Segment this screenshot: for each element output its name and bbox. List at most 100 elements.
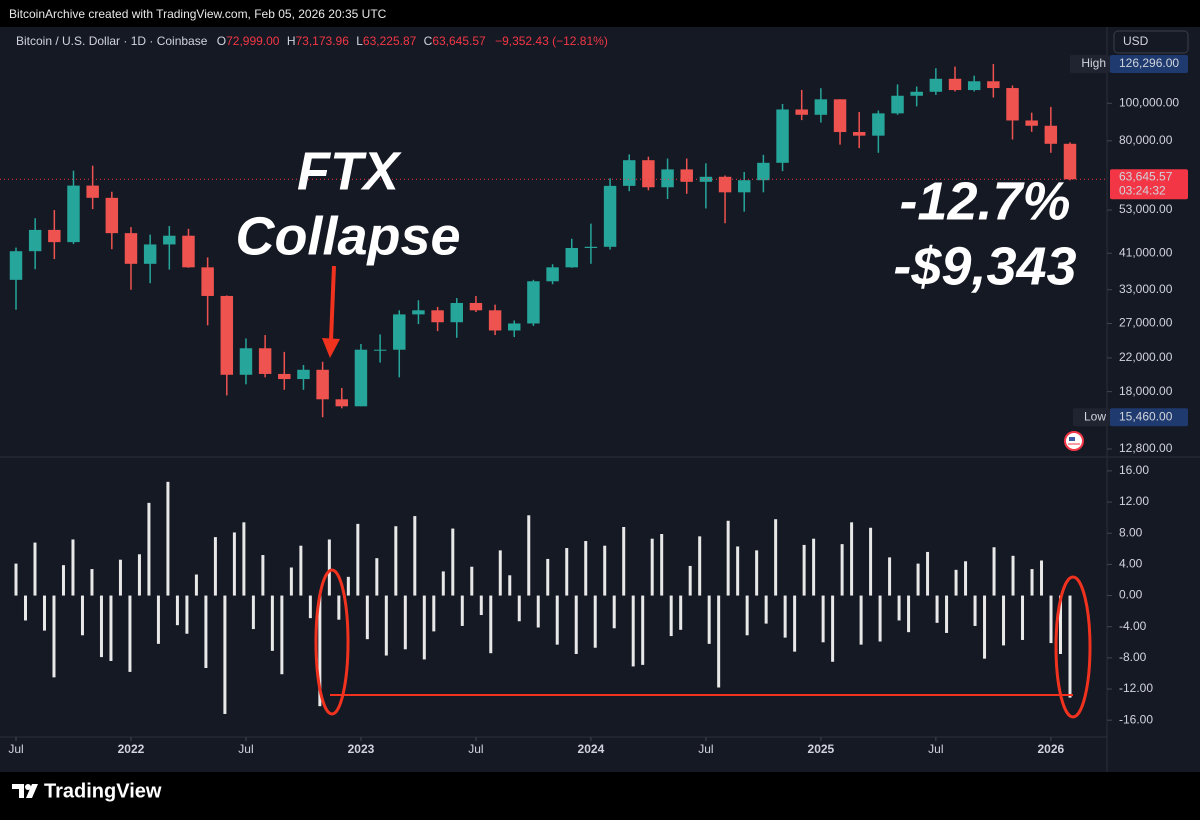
candle-body: [757, 162, 770, 181]
bar: [185, 595, 189, 634]
bar: [394, 526, 398, 596]
bar: [821, 595, 825, 643]
bar: [498, 550, 502, 596]
candle-body: [488, 310, 502, 331]
bar: [983, 595, 987, 659]
candle-body: [335, 399, 349, 407]
bar: [698, 536, 702, 596]
legend-value: 63,645.57: [432, 34, 486, 48]
bar: [1030, 569, 1034, 596]
price-tag: [1110, 55, 1188, 74]
bar: [422, 595, 426, 660]
x-tick-label: 2026: [1037, 742, 1064, 756]
candle-body: [527, 281, 540, 324]
candle-body: [182, 235, 195, 268]
y-tick-label: 16.00: [1119, 463, 1149, 477]
bar: [897, 595, 901, 621]
price-tag-name: Low: [1084, 409, 1106, 423]
candle-body: [737, 180, 751, 193]
bar: [223, 595, 227, 714]
y-tick-label: -8.00: [1119, 650, 1147, 664]
bar: [308, 595, 312, 619]
candle-body: [910, 91, 923, 96]
currency[interactable]: USD: [1123, 34, 1149, 48]
candle-body: [28, 229, 42, 252]
y-tick-label: 12.00: [1119, 494, 1149, 508]
candle-body: [546, 267, 559, 282]
bar: [536, 595, 540, 628]
bar: [508, 575, 512, 596]
candle-body: [67, 185, 80, 243]
candle-body: [201, 267, 214, 296]
price-tag-name-box: [1073, 408, 1110, 427]
arrow-head: [322, 338, 340, 358]
bar: [1040, 560, 1044, 596]
bar: [118, 559, 122, 596]
y-tick-label: -4.00: [1119, 619, 1147, 633]
candle-body: [86, 185, 99, 198]
candle-body: [795, 109, 808, 115]
bar: [707, 595, 711, 644]
candle-body: [143, 244, 157, 264]
y-tick-label: 41,000.00: [1119, 245, 1173, 259]
logo: [12, 784, 38, 798]
bar: [574, 595, 578, 654]
bar: [71, 539, 75, 596]
bar: [242, 522, 246, 596]
candle-body: [680, 169, 693, 182]
candle-body: [450, 302, 463, 323]
highlight: [1054, 575, 1092, 719]
candle-body: [393, 314, 406, 350]
bar: [555, 595, 559, 645]
annotation: Collapse: [235, 206, 460, 266]
legend-key: O: [217, 34, 226, 48]
annotation: -$9,343: [893, 236, 1076, 296]
bar: [1059, 595, 1063, 654]
candle-body: [948, 78, 962, 91]
bar: [783, 595, 787, 638]
bar: [451, 528, 455, 596]
bar: [888, 557, 892, 596]
bar: [964, 561, 968, 596]
bar: [726, 520, 730, 596]
bar: [650, 538, 654, 596]
y-tick-label: 22,000.00: [1119, 350, 1173, 364]
bar: [736, 546, 740, 596]
bar: [52, 595, 56, 678]
chart-panel: [0, 27, 1200, 772]
bar: [441, 571, 445, 596]
y-tick-label: 4.00: [1119, 557, 1143, 571]
currency-button[interactable]: [1113, 30, 1189, 54]
legend-key: H: [287, 34, 296, 48]
candle-body: [929, 78, 943, 92]
candle-body: [508, 323, 521, 331]
bar: [289, 567, 293, 596]
y-tick-label: 53,000.00: [1119, 202, 1173, 216]
bar: [1002, 595, 1006, 646]
bar: [992, 547, 996, 596]
bar: [907, 595, 911, 633]
candle-body: [623, 160, 636, 186]
bar: [194, 574, 198, 596]
y-tick-label: 27,000.00: [1119, 316, 1173, 330]
bar: [831, 595, 835, 662]
bar: [280, 595, 284, 675]
bar: [251, 595, 255, 630]
candle-body: [584, 246, 598, 248]
bar: [14, 563, 18, 596]
y-tick-label: 100,000.00: [1119, 95, 1179, 109]
bar: [80, 595, 84, 636]
bar: [470, 566, 474, 596]
price-tag-label: 63,645.57: [1119, 169, 1173, 183]
bar: [717, 595, 721, 688]
bar: [859, 595, 863, 645]
candle-body: [776, 109, 789, 163]
bar: [641, 595, 645, 665]
candle-body: [1063, 143, 1077, 180]
bar: [384, 595, 388, 656]
candle-body: [354, 349, 368, 407]
y-tick-label: 12,800.00: [1119, 441, 1173, 455]
bar: [631, 595, 635, 667]
